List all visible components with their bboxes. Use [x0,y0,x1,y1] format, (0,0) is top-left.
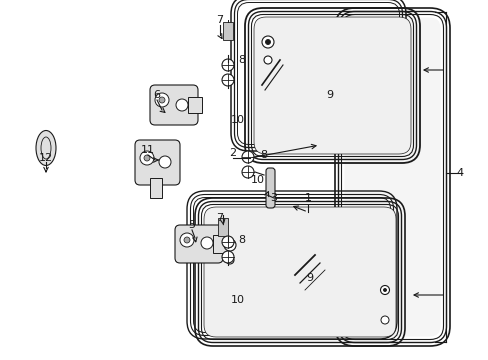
Text: 11: 11 [141,145,155,155]
FancyBboxPatch shape [203,207,395,337]
Text: 6: 6 [153,90,160,100]
Bar [150,178,162,198]
FancyBboxPatch shape [175,225,223,263]
Ellipse shape [36,130,56,166]
Circle shape [222,251,234,263]
Circle shape [143,155,150,161]
FancyBboxPatch shape [253,17,410,154]
Text: 8: 8 [238,235,245,245]
Circle shape [159,156,171,168]
FancyBboxPatch shape [135,140,180,185]
FancyBboxPatch shape [265,168,274,208]
Circle shape [383,288,386,292]
Text: 3: 3 [270,193,277,203]
Text: 7: 7 [216,213,223,223]
Circle shape [180,233,194,247]
Text: 5: 5 [188,220,195,230]
Circle shape [380,285,389,294]
FancyBboxPatch shape [150,85,198,125]
Circle shape [264,56,271,64]
Bar [187,97,202,113]
Text: 10: 10 [230,295,244,305]
Text: 8: 8 [238,55,245,65]
Circle shape [227,243,232,248]
Circle shape [140,151,154,165]
Circle shape [265,40,270,45]
Bar [223,22,232,40]
Text: 7: 7 [216,15,223,25]
Bar [218,218,227,236]
Circle shape [380,316,388,324]
Circle shape [222,74,234,86]
Circle shape [176,99,187,111]
Text: 8: 8 [260,150,267,160]
Circle shape [242,166,253,178]
Text: 9: 9 [306,273,313,283]
Text: 10: 10 [250,175,264,185]
Circle shape [159,97,164,103]
FancyBboxPatch shape [344,18,440,337]
Bar [213,235,226,253]
Circle shape [155,93,169,107]
Text: 12: 12 [39,153,53,163]
Circle shape [224,239,236,251]
Circle shape [201,237,213,249]
Circle shape [262,36,273,48]
Circle shape [183,237,190,243]
Text: 10: 10 [230,115,244,125]
FancyBboxPatch shape [204,207,395,337]
Circle shape [242,151,253,163]
Circle shape [222,59,234,71]
Text: 1: 1 [304,193,311,203]
Circle shape [225,256,234,264]
Circle shape [222,236,234,248]
Text: 9: 9 [326,90,333,100]
Text: 4: 4 [455,168,463,178]
Text: 2: 2 [229,148,236,158]
